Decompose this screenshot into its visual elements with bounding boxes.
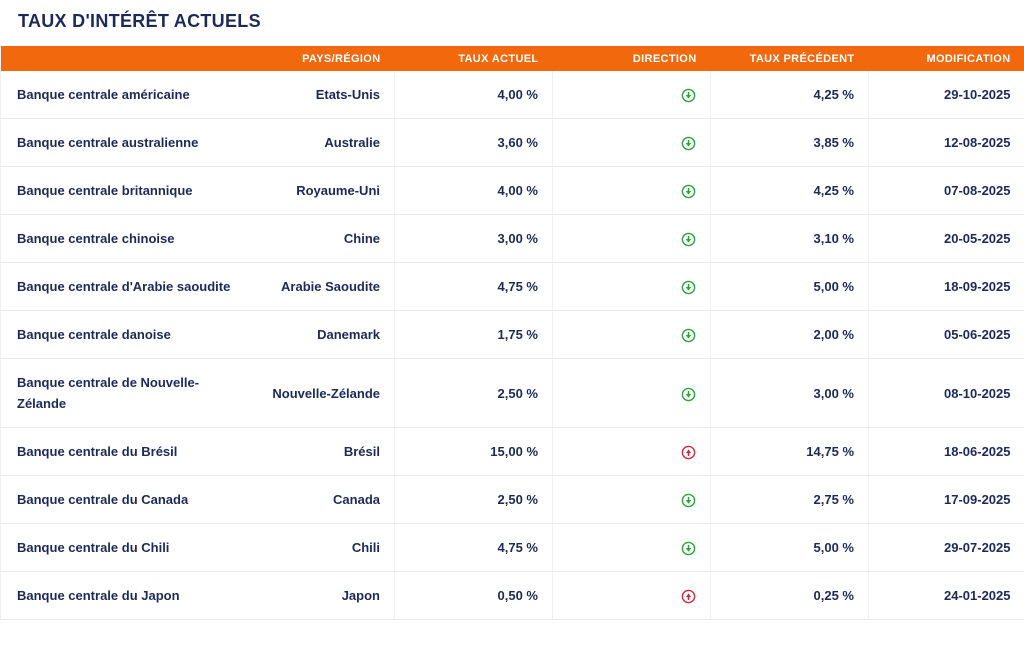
- table-row[interactable]: Banque centrale britannique Royaume-Uni …: [0, 166, 1024, 215]
- country-label: Arabie Saoudite: [245, 262, 395, 311]
- circle-arrow-down-icon: [681, 280, 696, 295]
- country-label: Danemark: [245, 310, 395, 359]
- previous-rate: 5,00 %: [710, 523, 869, 572]
- previous-rate: 2,00 %: [710, 310, 869, 359]
- circle-arrow-down-icon: [681, 328, 696, 343]
- bank-name[interactable]: Banque centrale danoise: [0, 310, 246, 359]
- modification-date: 20-05-2025: [868, 214, 1024, 263]
- bank-name[interactable]: Banque centrale du Chili: [0, 523, 246, 572]
- modification-date: 05-06-2025: [868, 310, 1024, 359]
- table-body: Banque centrale américaine Etats-Unis 4,…: [0, 71, 1024, 620]
- current-rate: 3,60 %: [394, 118, 553, 167]
- country-label: Etats-Unis: [245, 71, 395, 119]
- current-rate: 4,75 %: [394, 523, 553, 572]
- table-row[interactable]: Banque centrale d'Arabie saoudite Arabie…: [0, 262, 1024, 311]
- header-direction: DIRECTION: [552, 46, 711, 71]
- country-label: Chili: [245, 523, 395, 572]
- direction-cell: [552, 71, 711, 119]
- current-rate: 4,75 %: [394, 262, 553, 311]
- circle-arrow-down-icon: [681, 493, 696, 508]
- country-label: Japon: [245, 571, 395, 620]
- previous-rate: 3,85 %: [710, 118, 869, 167]
- direction-cell: [552, 475, 711, 524]
- direction-cell: [552, 118, 711, 167]
- table-row[interactable]: Banque centrale danoise Danemark 1,75 % …: [0, 310, 1024, 359]
- table-row[interactable]: Banque centrale du Chili Chili 4,75 % 5,…: [0, 523, 1024, 572]
- current-rate: 2,50 %: [394, 475, 553, 524]
- previous-rate: 4,25 %: [710, 166, 869, 215]
- country-label: Chine: [245, 214, 395, 263]
- direction-cell: [552, 166, 711, 215]
- modification-date: 29-10-2025: [868, 71, 1024, 119]
- direction-cell: [552, 523, 711, 572]
- table-row[interactable]: Banque centrale chinoise Chine 3,00 % 3,…: [0, 214, 1024, 263]
- table-row[interactable]: Banque centrale du Canada Canada 2,50 % …: [0, 475, 1024, 524]
- modification-date: 07-08-2025: [868, 166, 1024, 215]
- modification-date: 17-09-2025: [868, 475, 1024, 524]
- country-label: Nouvelle-Zélande: [245, 358, 395, 428]
- current-rate: 3,00 %: [394, 214, 553, 263]
- country-label: Royaume-Uni: [245, 166, 395, 215]
- current-rate: 1,75 %: [394, 310, 553, 359]
- bank-name[interactable]: Banque centrale chinoise: [0, 214, 246, 263]
- current-rate: 15,00 %: [394, 427, 553, 476]
- direction-cell: [552, 427, 711, 476]
- header-region: PAYS/RÉGION: [245, 46, 395, 71]
- header-previous-rate: TAUX PRÉCÉDENT: [710, 46, 869, 71]
- country-label: Australie: [245, 118, 395, 167]
- circle-arrow-down-icon: [681, 136, 696, 151]
- bank-name[interactable]: Banque centrale d'Arabie saoudite: [0, 262, 246, 311]
- previous-rate: 0,25 %: [710, 571, 869, 620]
- bank-name[interactable]: Banque centrale du Brésil: [0, 427, 246, 476]
- previous-rate: 3,00 %: [710, 358, 869, 428]
- country-label: Canada: [245, 475, 395, 524]
- table-row[interactable]: Banque centrale du Japon Japon 0,50 % 0,…: [0, 571, 1024, 620]
- circle-arrow-down-icon: [681, 184, 696, 199]
- current-rate: 4,00 %: [394, 166, 553, 215]
- previous-rate: 4,25 %: [710, 71, 869, 119]
- direction-cell: [552, 214, 711, 263]
- previous-rate: 14,75 %: [710, 427, 869, 476]
- table-row[interactable]: Banque centrale américaine Etats-Unis 4,…: [0, 71, 1024, 119]
- table-row[interactable]: Banque centrale australienne Australie 3…: [0, 118, 1024, 167]
- modification-date: 12-08-2025: [868, 118, 1024, 167]
- page-title: TAUX D'INTÉRÊT ACTUELS: [18, 11, 261, 31]
- circle-arrow-down-icon: [681, 232, 696, 247]
- header-modification: MODIFICATION: [868, 46, 1024, 71]
- circle-arrow-down-icon: [681, 541, 696, 556]
- direction-cell: [552, 571, 711, 620]
- header-current-rate: TAUX ACTUEL: [394, 46, 553, 71]
- bank-name[interactable]: Banque centrale du Japon: [0, 571, 246, 620]
- header-bank: [0, 46, 246, 71]
- country-label: Brésil: [245, 427, 395, 476]
- modification-date: 24-01-2025: [868, 571, 1024, 620]
- modification-date: 18-06-2025: [868, 427, 1024, 476]
- table-row[interactable]: Banque centrale du Brésil Brésil 15,00 %…: [0, 427, 1024, 476]
- bank-name[interactable]: Banque centrale américaine: [0, 71, 246, 119]
- circle-arrow-up-icon: [681, 445, 696, 460]
- bank-name[interactable]: Banque centrale australienne: [0, 118, 246, 167]
- direction-cell: [552, 358, 711, 428]
- direction-cell: [552, 262, 711, 311]
- current-rate: 4,00 %: [394, 71, 553, 119]
- current-rate: 0,50 %: [394, 571, 553, 620]
- previous-rate: 5,00 %: [710, 262, 869, 311]
- circle-arrow-up-icon: [681, 589, 696, 604]
- modification-date: 18-09-2025: [868, 262, 1024, 311]
- current-rate: 2,50 %: [394, 358, 553, 428]
- previous-rate: 2,75 %: [710, 475, 869, 524]
- bank-name[interactable]: Banque centrale de Nouvelle-Zélande: [0, 358, 246, 428]
- circle-arrow-down-icon: [681, 387, 696, 402]
- rates-table: PAYS/RÉGION TAUX ACTUEL DIRECTION TAUX P…: [0, 46, 1024, 620]
- modification-date: 08-10-2025: [868, 358, 1024, 428]
- table-header: PAYS/RÉGION TAUX ACTUEL DIRECTION TAUX P…: [0, 46, 1024, 71]
- modification-date: 29-07-2025: [868, 523, 1024, 572]
- direction-cell: [552, 310, 711, 359]
- previous-rate: 3,10 %: [710, 214, 869, 263]
- circle-arrow-down-icon: [681, 88, 696, 103]
- table-row[interactable]: Banque centrale de Nouvelle-Zélande Nouv…: [0, 358, 1024, 428]
- bank-name[interactable]: Banque centrale du Canada: [0, 475, 246, 524]
- bank-name[interactable]: Banque centrale britannique: [0, 166, 246, 215]
